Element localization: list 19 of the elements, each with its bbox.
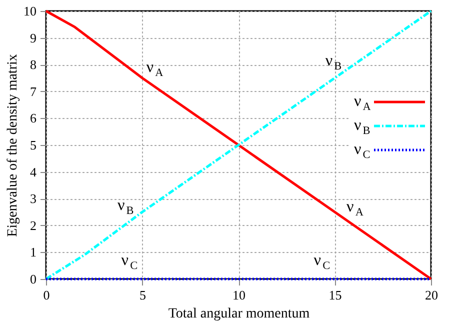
y-tick-label: 10 bbox=[24, 4, 36, 18]
y-axis-title: Eigenvalue of the density matrix bbox=[6, 54, 20, 237]
y-tick-label: 6 bbox=[30, 110, 37, 126]
y-tick-label: 7 bbox=[30, 84, 37, 99]
y-tick-label: 5 bbox=[30, 138, 36, 152]
x-tick-label: 20 bbox=[425, 288, 438, 302]
x-tick-label: 10 bbox=[232, 288, 246, 302]
y-tick-label: 0 bbox=[30, 272, 36, 286]
x-axis-title: Total angular momentum bbox=[168, 306, 310, 322]
x-tick-label: 5 bbox=[140, 288, 146, 302]
y-tick-label: 9 bbox=[30, 30, 36, 46]
y-tick-label: 8 bbox=[30, 57, 36, 72]
y-tick-label: 3 bbox=[30, 191, 36, 206]
x-tick-label: 15 bbox=[328, 288, 342, 302]
y-tick-label: 4 bbox=[30, 164, 37, 180]
line-series bbox=[44, 10, 432, 280]
y-tick-label: 1 bbox=[30, 244, 36, 260]
y-tick-label: 2 bbox=[30, 218, 36, 233]
x-tick-label: 0 bbox=[43, 288, 50, 302]
